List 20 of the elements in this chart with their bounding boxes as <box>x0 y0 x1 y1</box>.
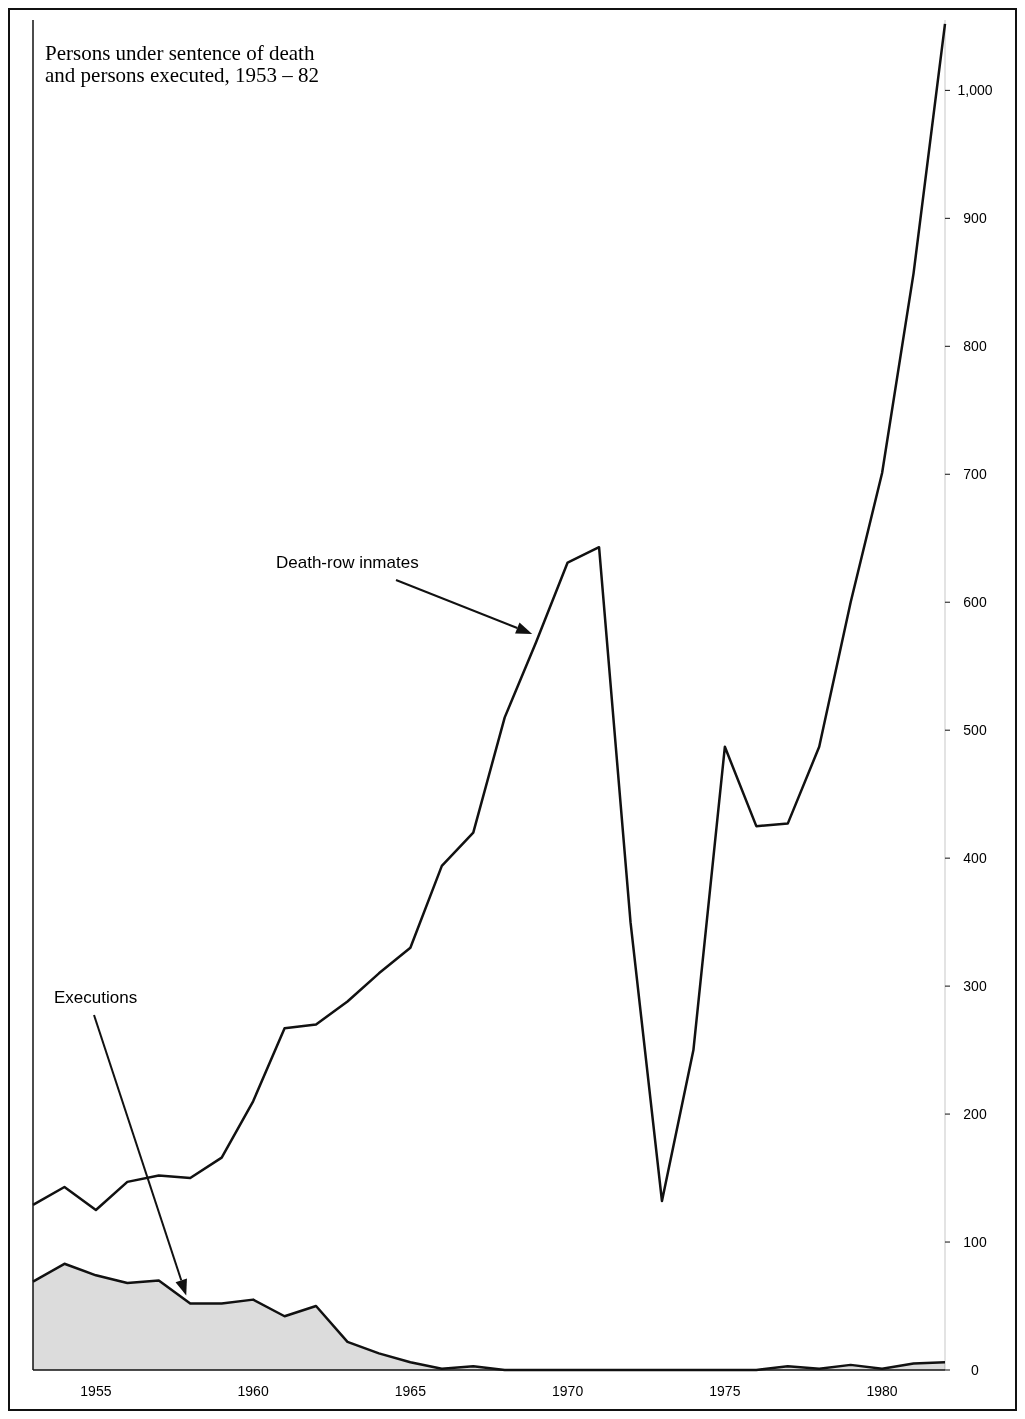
annotation: Death-row inmates <box>276 553 419 572</box>
annotation: Executions <box>54 988 138 1007</box>
y-tick-label: 900 <box>963 210 987 227</box>
x-tick-label: 1965 <box>394 1383 427 1399</box>
y-tick-label: 400 <box>963 850 987 867</box>
y-tick-label: 600 <box>963 594 987 611</box>
x-tick-label: 1970 <box>552 1383 584 1399</box>
y-tick-label: 100 <box>963 1233 987 1250</box>
y-tick-label: 300 <box>963 978 987 995</box>
text: Persons under sentence of death and persons executed, 1953 – 82 <box>45 41 320 87</box>
x-tick-label: 1975 <box>709 1383 741 1399</box>
y-tick-label: 200 <box>963 1105 987 1122</box>
y-tick-label: 1,000 <box>957 82 993 99</box>
y-tick-label: 700 <box>963 466 987 483</box>
x-tick-label: 1980 <box>866 1383 898 1399</box>
x-tick-label: 1955 <box>80 1383 112 1399</box>
x-tick-label: 1960 <box>237 1383 269 1399</box>
y-tick-label: 500 <box>963 722 987 739</box>
y-tick-label: 0 <box>971 1361 980 1378</box>
y-tick-label: 800 <box>963 338 987 355</box>
